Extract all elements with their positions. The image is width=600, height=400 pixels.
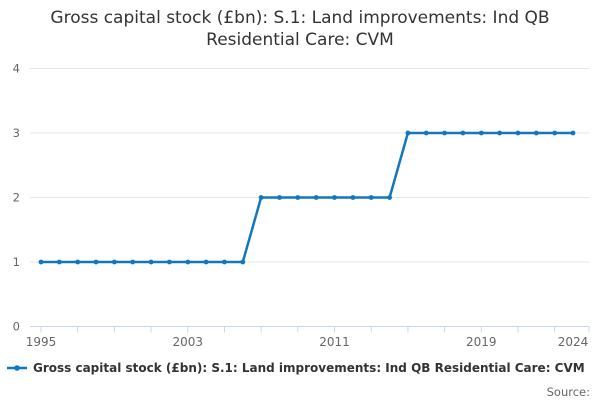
data-point[interactable]: [350, 195, 356, 200]
legend-line-icon: [7, 365, 27, 371]
data-point[interactable]: [570, 130, 576, 136]
x-axis-label: 2024: [558, 335, 589, 349]
y-axis-label: 4: [13, 62, 20, 76]
data-point[interactable]: [478, 130, 484, 136]
data-point[interactable]: [75, 259, 81, 265]
data-point[interactable]: [332, 195, 337, 200]
data-point[interactable]: [240, 259, 246, 265]
legend-item[interactable]: Gross capital stock (£bn): S.1: Land imp…: [6, 360, 585, 376]
data-point[interactable]: [533, 130, 539, 136]
chart-title: Gross capital stock (£bn): S.1: Land imp…: [0, 7, 600, 51]
y-axis-label: 1: [13, 255, 20, 269]
data-point[interactable]: [313, 195, 319, 200]
x-axis-label: 2019: [466, 335, 497, 349]
y-axis-label: 0: [13, 320, 20, 334]
data-point[interactable]: [442, 130, 447, 136]
data-point[interactable]: [130, 259, 136, 265]
y-axis-label: 2: [13, 191, 20, 205]
y-axis-label: 3: [13, 126, 20, 140]
data-point[interactable]: [148, 259, 154, 265]
x-axis-label: 2003: [172, 335, 203, 349]
x-axis-label: 1995: [26, 335, 57, 349]
data-point[interactable]: [423, 130, 429, 136]
data-point[interactable]: [552, 130, 558, 136]
data-point[interactable]: [387, 195, 392, 200]
data-point[interactable]: [460, 130, 466, 136]
data-point[interactable]: [515, 130, 521, 136]
source-credit: Source:: [546, 385, 590, 399]
data-point[interactable]: [203, 259, 209, 265]
x-axis-label: 2011: [319, 335, 350, 349]
series-line: [39, 131, 575, 264]
data-point[interactable]: [167, 259, 172, 265]
data-point[interactable]: [222, 259, 227, 265]
data-point[interactable]: [112, 259, 117, 265]
legend-label: Gross capital stock (£bn): S.1: Land imp…: [33, 361, 585, 375]
data-point[interactable]: [56, 259, 62, 265]
data-point[interactable]: [405, 130, 411, 136]
chart-title-line1: Gross capital stock (£bn): S.1: Land imp…: [50, 8, 550, 28]
data-point[interactable]: [497, 130, 502, 136]
chart-title-line2: Residential Care: CVM: [206, 30, 394, 50]
data-point[interactable]: [258, 195, 264, 200]
data-point[interactable]: [93, 259, 99, 265]
data-point[interactable]: [185, 259, 191, 265]
data-point[interactable]: [368, 195, 374, 200]
data-point[interactable]: [277, 195, 282, 200]
data-point[interactable]: [295, 195, 301, 200]
data-point[interactable]: [38, 259, 44, 265]
